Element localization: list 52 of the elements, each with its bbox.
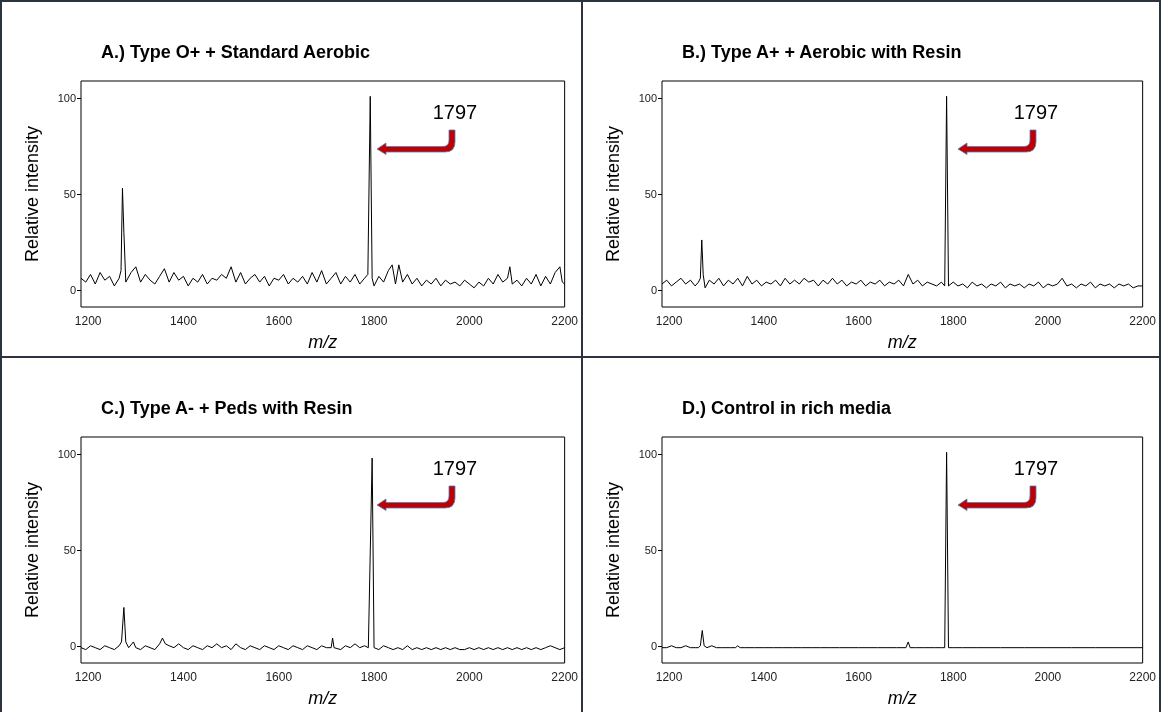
- y-tick-label: 50: [644, 544, 657, 556]
- x-tick-label: 1600: [265, 314, 293, 328]
- x-tick-label: 1400: [170, 670, 198, 684]
- y-axis-title: Relative intensity: [22, 481, 42, 619]
- x-axis-title: m/z: [887, 332, 917, 352]
- x-tick-label: 1200: [74, 670, 102, 684]
- x-tick-label: 1200: [74, 314, 102, 328]
- y-tick-label: 100: [57, 448, 76, 461]
- y-tick-label: 100: [57, 92, 76, 105]
- y-tick-label: 100: [638, 92, 657, 105]
- x-tick-label: 1800: [939, 314, 967, 328]
- x-axis-title: m/z: [308, 688, 338, 708]
- annotation: 1797: [1013, 457, 1059, 479]
- y-tick-label: 50: [63, 544, 76, 556]
- y-tick-label: 100: [638, 448, 657, 461]
- y-tick-label: 50: [63, 188, 76, 200]
- x-tick-label: 1600: [845, 314, 873, 328]
- x-tick-label: 1200: [655, 670, 683, 684]
- x-axis-title: m/z: [887, 688, 917, 708]
- y-axis-title: Relative intensity: [22, 125, 42, 263]
- x-tick-label: 2200: [1129, 670, 1157, 684]
- annotation: 1797: [432, 457, 478, 479]
- y-tick-label: 0: [650, 639, 657, 652]
- annotation: 1797: [1013, 101, 1059, 123]
- x-tick-label: 1800: [360, 314, 388, 328]
- x-tick-label: 1200: [655, 314, 683, 328]
- x-tick-label: 2200: [551, 314, 579, 328]
- x-tick-label: 2000: [1034, 314, 1062, 328]
- x-tick-label: 1400: [750, 314, 778, 328]
- x-tick-label: 1800: [360, 670, 388, 684]
- x-tick-label: 1600: [265, 670, 293, 684]
- chart-title: B.) Type A+ + Aerobic with Resin: [682, 42, 962, 62]
- x-tick-label: 2200: [551, 670, 579, 684]
- x-axis-title: m/z: [308, 332, 338, 352]
- x-tick-label: 2000: [1034, 670, 1062, 684]
- chart-title: D.) Control in rich media: [682, 398, 892, 418]
- x-tick-label: 1400: [170, 314, 198, 328]
- y-tick-label: 0: [650, 283, 657, 296]
- annotation: 1797: [432, 101, 478, 123]
- y-axis-title: Relative intensity: [603, 125, 623, 263]
- x-tick-label: 2000: [456, 314, 484, 328]
- x-tick-label: 1400: [750, 670, 778, 684]
- y-tick-label: 0: [69, 283, 76, 296]
- y-tick-label: 50: [644, 188, 657, 200]
- x-tick-label: 1600: [845, 670, 873, 684]
- x-tick-label: 2200: [1129, 314, 1157, 328]
- chart-title: C.) Type A- + Peds with Resin: [101, 398, 353, 418]
- x-tick-label: 1800: [939, 670, 967, 684]
- x-tick-label: 2000: [456, 670, 484, 684]
- y-tick-label: 0: [69, 639, 76, 652]
- y-axis-title: Relative intensity: [603, 481, 623, 619]
- chart-title: A.) Type O+ + Standard Aerobic: [101, 42, 371, 62]
